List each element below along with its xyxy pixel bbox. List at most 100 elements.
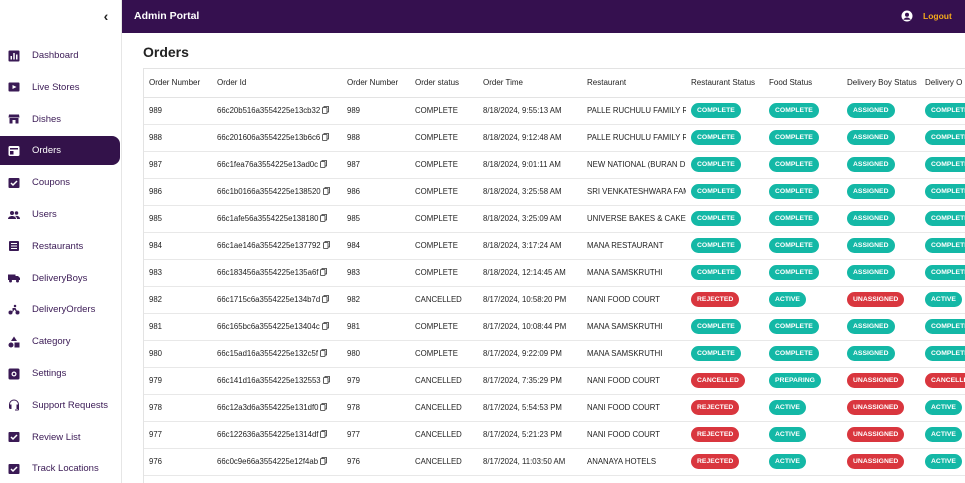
order-id-cell-text: 66c12a3d6a3554225e131df0 bbox=[217, 403, 319, 412]
copy-icon[interactable] bbox=[322, 295, 330, 303]
chart-icon bbox=[8, 50, 20, 62]
column-header[interactable]: Delivery O bbox=[920, 69, 965, 98]
order-number-cell: 976 bbox=[144, 448, 212, 476]
copy-icon[interactable] bbox=[320, 430, 328, 438]
copy-icon[interactable] bbox=[321, 322, 329, 330]
column-header[interactable]: Restaurant Status bbox=[686, 69, 764, 98]
order-time-cell-text: 8/18/2024, 12:14:45 AM bbox=[483, 268, 566, 277]
status-badge: COMPLETE bbox=[691, 238, 741, 253]
order-id-cell: 66c201606a3554225e13b6c6 bbox=[212, 124, 342, 152]
table-row[interactable]: 976 66c0c9e66a3554225e12f4ab 976 CANCELLED 8… bbox=[144, 448, 965, 476]
column-header[interactable]: Restaurant bbox=[582, 69, 686, 98]
sidebar-item-support-requests[interactable]: Support Requests bbox=[0, 391, 120, 420]
sidebar-item-dashboard[interactable]: Dashboard bbox=[0, 41, 120, 70]
delivery-boy-status-cell: ASSIGNED bbox=[842, 205, 920, 233]
table-row[interactable]: 981 66c165bc6a3554225e13404c 981 COMPLETE 8/… bbox=[144, 313, 965, 341]
sidebar-item-deliveryorders[interactable]: DeliveryOrders bbox=[0, 295, 120, 324]
copy-icon[interactable] bbox=[320, 268, 328, 276]
restaurant-cell: ANANAYA HOTELS bbox=[582, 448, 686, 476]
sidebar-item-label: Dashboard bbox=[32, 50, 79, 61]
copy-icon[interactable] bbox=[322, 376, 330, 384]
table-row[interactable]: 980 66c15ad16a3554225e132c5f 980 COMPLETE 8/… bbox=[144, 340, 965, 368]
order-id-cell: 66c183456a3554225e135a6f bbox=[212, 259, 342, 287]
sidebar-item-dishes[interactable]: Dishes bbox=[0, 105, 120, 134]
restaurant-cell-text: MANA SAMSKRUTHI bbox=[587, 268, 663, 277]
sidebar-item-live-stores[interactable]: Live Stores bbox=[0, 73, 120, 102]
sidebar-item-label: Orders bbox=[32, 145, 62, 157]
collapse-sidebar-icon[interactable]: ‹ bbox=[103, 8, 109, 24]
table-row[interactable]: 988 66c201606a3554225e13b6c6 988 COMPLETE 8/… bbox=[144, 124, 965, 152]
sidebar-item-category[interactable]: Category bbox=[0, 327, 120, 356]
sidebar-item-deliveryboys[interactable]: DeliveryBoys bbox=[0, 264, 120, 293]
order-number-cell: 986 bbox=[144, 178, 212, 206]
table-row[interactable]: 979 66c141d16a3554225e132553 979 CANCELLED 8… bbox=[144, 367, 965, 395]
copy-icon[interactable] bbox=[320, 403, 328, 411]
sidebar-item-review-list[interactable]: Review List bbox=[0, 423, 120, 452]
restaurant-cell-text: NANI FOOD COURT bbox=[587, 403, 661, 412]
sidebar-item-settings[interactable]: Settings bbox=[0, 359, 120, 388]
table-body: 989 66c20b516a3554225e13cb32 989 COMPLETE 8/… bbox=[144, 97, 965, 476]
user-account-icon[interactable] bbox=[901, 10, 913, 22]
status-badge: COMPLETE bbox=[769, 211, 819, 226]
copy-icon[interactable] bbox=[322, 106, 330, 114]
sidebar-item-track-locations[interactable]: Track Locations bbox=[0, 454, 120, 483]
copy-icon[interactable] bbox=[320, 160, 327, 168]
column-header[interactable]: Delivery Boy Status bbox=[842, 69, 920, 98]
status-badge: COMPLETE bbox=[691, 265, 741, 280]
order-number-cell: 980 bbox=[144, 340, 212, 368]
column-header[interactable]: Order Time bbox=[478, 69, 582, 98]
order-number-cell-text: 988 bbox=[347, 133, 361, 142]
order-number-cell: 982 bbox=[342, 286, 410, 314]
order-number-cell-text: 985 bbox=[347, 214, 361, 223]
copy-icon[interactable] bbox=[320, 349, 327, 357]
restaurant-status-cell: COMPLETE bbox=[686, 259, 764, 287]
status-badge: ACTIVE bbox=[769, 427, 806, 442]
sidebar-item-restaurants[interactable]: Restaurants bbox=[0, 232, 120, 261]
column-header[interactable]: Food Status bbox=[764, 69, 842, 98]
copy-icon[interactable] bbox=[320, 457, 327, 465]
table-row[interactable]: 984 66c1ae146a3554225e137792 984 COMPLETE 8/… bbox=[144, 232, 965, 260]
restaurant-cell: MANA SAMSKRUTHI bbox=[582, 259, 686, 287]
delivery-boy-status-cell: ASSIGNED bbox=[842, 124, 920, 152]
table-row[interactable]: 986 66c1b0166a3554225e138520 986 COMPLETE 8/… bbox=[144, 178, 965, 206]
column-header[interactable]: Order status bbox=[410, 69, 478, 98]
logout-link[interactable]: Logout bbox=[923, 11, 952, 21]
table-row[interactable]: 983 66c183456a3554225e135a6f 983 COMPLETE 8/… bbox=[144, 259, 965, 287]
copy-icon[interactable] bbox=[322, 187, 330, 195]
table-row[interactable]: 982 66c1715c6a3554225e134b7d 982 CANCELLED 8… bbox=[144, 286, 965, 314]
table-row[interactable]: 977 66c122636a3554225e1314df 977 CANCELLED 8… bbox=[144, 421, 965, 449]
table-row[interactable]: 989 66c20b516a3554225e13cb32 989 COMPLETE 8/… bbox=[144, 97, 965, 125]
order-id-cell-text: 66c1b0166a3554225e138520 bbox=[217, 187, 321, 196]
table-row[interactable]: 985 66c1afe56a3554225e138180 985 COMPLETE 8/… bbox=[144, 205, 965, 233]
column-header[interactable]: Order Number bbox=[144, 69, 212, 98]
order-status-cell: COMPLETE bbox=[410, 97, 478, 125]
restaurant-status-cell: CANCELLED bbox=[686, 367, 764, 395]
order-time-cell-text: 8/17/2024, 5:21:23 PM bbox=[483, 430, 562, 439]
order-id-cell: 66c12a3d6a3554225e131df0 bbox=[212, 394, 342, 422]
order-time-cell-text: 8/18/2024, 3:25:09 AM bbox=[483, 214, 562, 223]
copy-icon[interactable] bbox=[322, 241, 330, 249]
copy-icon[interactable] bbox=[320, 214, 328, 222]
table-row[interactable]: 987 66c1fea76a3554225e13ad0c 987 COMPLETE 8/… bbox=[144, 151, 965, 179]
sidebar-item-coupons[interactable]: Coupons bbox=[0, 168, 120, 197]
sidebar-item-users[interactable]: Users bbox=[0, 200, 120, 229]
order-status-cell-text: CANCELLED bbox=[415, 457, 462, 466]
order-status-cell: COMPLETE bbox=[410, 124, 478, 152]
order-status-cell: CANCELLED bbox=[410, 367, 478, 395]
order-number-cell: 981 bbox=[342, 313, 410, 341]
order-number-cell: 989 bbox=[342, 97, 410, 125]
restaurant-status-cell: COMPLETE bbox=[686, 151, 764, 179]
order-time-cell-text: 8/17/2024, 5:54:53 PM bbox=[483, 403, 562, 412]
column-header[interactable]: Order Number bbox=[342, 69, 410, 98]
sidebar-item-orders[interactable]: Orders bbox=[0, 136, 120, 166]
status-badge: REJECTED bbox=[691, 400, 740, 415]
column-header[interactable]: Order Id bbox=[212, 69, 342, 98]
food-status-cell: COMPLETE bbox=[764, 124, 842, 152]
status-badge: COMPLETE bbox=[925, 346, 965, 361]
orders-table-container[interactable]: Order Number Order Id Order Number Order st… bbox=[143, 68, 965, 483]
order-number-cell-text: 979 bbox=[347, 376, 361, 385]
table-row[interactable]: 978 66c12a3d6a3554225e131df0 978 CANCELLED 8… bbox=[144, 394, 965, 422]
copy-icon[interactable] bbox=[322, 133, 330, 141]
delivery-status-cell: COMPLETE bbox=[920, 151, 965, 179]
order-number-cell: 982 bbox=[144, 286, 212, 314]
